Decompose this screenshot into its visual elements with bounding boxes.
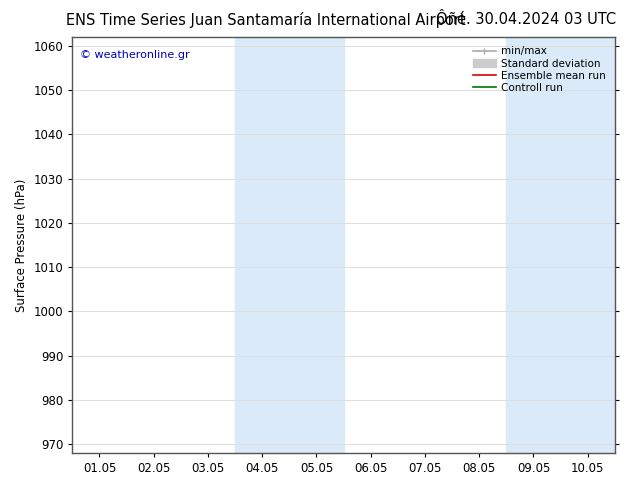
Text: Ôñé. 30.04.2024 03 UTC: Ôñé. 30.04.2024 03 UTC xyxy=(436,12,616,27)
Legend: min/max, Standard deviation, Ensemble mean run, Controll run: min/max, Standard deviation, Ensemble me… xyxy=(469,42,610,97)
Bar xyxy=(507,37,615,453)
Y-axis label: Surface Pressure (hPa): Surface Pressure (hPa) xyxy=(15,178,28,312)
Text: ENS Time Series Juan Santamaría International Airport: ENS Time Series Juan Santamaría Internat… xyxy=(67,12,466,28)
Bar xyxy=(235,37,344,453)
Text: © weatheronline.gr: © weatheronline.gr xyxy=(81,49,190,59)
